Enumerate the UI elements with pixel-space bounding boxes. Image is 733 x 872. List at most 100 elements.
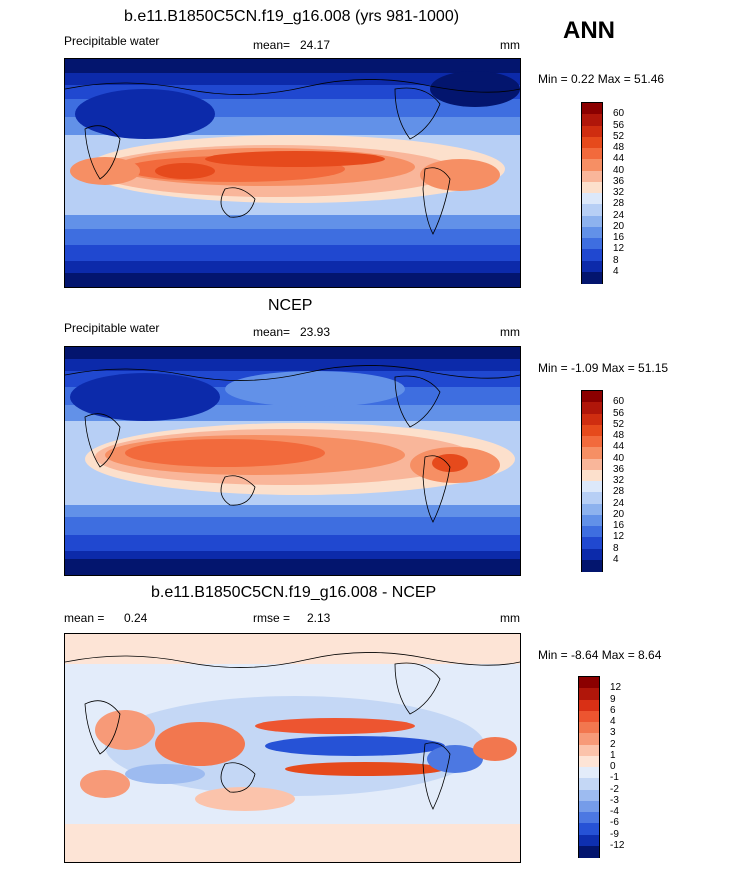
panel3-units: mm [500, 611, 520, 625]
colorbar-segment [582, 503, 602, 516]
panel2-minmax: Min = -1.09 Max = 51.15 [538, 361, 669, 375]
colorbar-tick-label: -6 [610, 817, 619, 829]
panel3-mean-value: 0.24 [124, 611, 148, 625]
colorbar-segment [582, 271, 602, 284]
panel1-mean-label: mean= [253, 38, 291, 52]
panel2-map [64, 346, 521, 576]
panel2-units: mm [500, 325, 520, 339]
colorbar-tick-label: 4 [613, 265, 619, 277]
panel1-title: b.e11.B1850C5CN.f19_g16.008 (yrs 981-100… [124, 8, 460, 25]
colorbar-segment [582, 181, 602, 194]
colorbar-segment [582, 413, 602, 426]
colorbar-segment [579, 812, 599, 824]
colorbar-tick-label: 44 [613, 441, 625, 453]
colorbar-segment [582, 215, 602, 228]
colorbar-tick-label: -9 [610, 828, 619, 840]
colorbar-segment [582, 226, 602, 239]
colorbar-tick-label: 32 [613, 475, 625, 486]
colorbar-segment [579, 722, 599, 734]
panel3-map [64, 633, 521, 863]
colorbar-tick-label: 56 [613, 119, 625, 131]
colorbar-segment [579, 823, 599, 835]
colorbar-segment [579, 767, 599, 779]
colorbar-segment [582, 170, 602, 183]
colorbar-segment [582, 402, 602, 414]
colorbar-segment [579, 677, 599, 689]
colorbar-segment [582, 424, 602, 437]
colorbar-segment [579, 710, 599, 723]
panel1-units: mm [500, 38, 520, 52]
panel1-colorbar: 60 56 52 48 44 40 36 32 28 24 20 16 12 8 4 [581, 102, 624, 284]
colorbar-tick-label: -12 [610, 839, 625, 851]
colorbar-segment [582, 125, 602, 138]
colorbar-tick-label: 1 [610, 749, 616, 761]
colorbar-segment [579, 744, 599, 757]
colorbar-tick-label: 28 [613, 486, 625, 498]
colorbar-segment [582, 114, 602, 126]
colorbar-tick-label: 20 [613, 508, 625, 520]
panel2-colorbar: 60 56 52 48 44 40 36 32 28 24 20 16 12 8 4 [581, 390, 624, 572]
colorbar-segment [582, 537, 602, 549]
colorbar-tick-label: 40 [613, 164, 625, 176]
panel3-title: b.e11.B1850C5CN.f19_g16.008 - NCEP [151, 584, 437, 601]
colorbar-tick-label: 4 [610, 716, 616, 727]
colorbar-tick-label: 16 [613, 520, 625, 531]
colorbar-tick-label: -1 [610, 772, 619, 784]
colorbar-segment [582, 514, 602, 527]
colorbar-segment [582, 249, 602, 261]
panel1-variable: Precipitable water [64, 34, 160, 48]
colorbar-tick-label: 52 [613, 130, 625, 142]
colorbar-tick-label: 52 [613, 418, 625, 430]
colorbar-tick-label: 16 [613, 232, 625, 243]
colorbar-segment [579, 699, 599, 712]
colorbar-tick-label: 12 [610, 682, 622, 694]
colorbar-tick-label: 2 [610, 738, 616, 750]
colorbar-segment [582, 159, 602, 171]
colorbar-tick-label: -3 [610, 794, 619, 806]
panel3-mean-label: mean = [64, 611, 105, 625]
colorbar-tick-label: 9 [610, 693, 616, 705]
colorbar-tick-label: 56 [613, 407, 625, 419]
colorbar-segment [582, 458, 602, 471]
colorbar-tick-label: -2 [610, 783, 619, 795]
colorbar-tick-label: 4 [613, 553, 619, 565]
colorbar-segment [579, 755, 599, 768]
panel3-minmax: Min = -8.64 Max = 8.64 [538, 648, 662, 662]
colorbar-segment [579, 688, 599, 700]
colorbar-tick-label: 20 [613, 220, 625, 232]
colorbar-tick-label: 48 [613, 142, 625, 153]
colorbar-segment [582, 436, 602, 448]
colorbar-tick-label: 8 [613, 254, 619, 266]
colorbar-segment [582, 238, 602, 250]
colorbar-segment [582, 260, 602, 273]
panel2-mean-label: mean= [253, 325, 291, 339]
colorbar-segment [582, 469, 602, 482]
colorbar-tick-label: 24 [613, 497, 625, 509]
colorbar-tick-label: 40 [613, 452, 625, 464]
panel2-title: NCEP [268, 297, 313, 314]
colorbar-tick-label: 60 [613, 396, 625, 408]
colorbar-segment [582, 447, 602, 459]
colorbar-segment [579, 845, 599, 858]
colorbar-segment [579, 800, 599, 813]
colorbar-tick-label: 12 [613, 531, 625, 543]
colorbar-segment [579, 789, 599, 802]
colorbar-segment [582, 492, 602, 504]
colorbar-tick-label: 36 [613, 175, 625, 187]
panel3-colorbar: 12 9 6 4 3 2 1 0 -1 -2 -3 -4 -6 -9 -12 [578, 676, 624, 858]
colorbar-segment [582, 391, 602, 403]
colorbar-segment [582, 204, 602, 216]
panel1-map [64, 58, 521, 288]
colorbar-segment [582, 103, 602, 115]
colorbar-tick-label: 12 [613, 243, 625, 255]
colorbar-segment [579, 733, 599, 745]
colorbar-tick-label: 0 [610, 761, 616, 772]
colorbar-tick-label: 60 [613, 108, 625, 120]
panel2-variable: Precipitable water [64, 321, 160, 335]
panel3-rmse-label: rmse = [253, 611, 291, 625]
season-label: ANN [563, 17, 615, 44]
colorbar-tick-label: 44 [613, 153, 625, 165]
colorbar-segment [582, 148, 602, 160]
colorbar-segment [582, 136, 602, 149]
panel1-mean-value: 24.17 [300, 38, 331, 52]
